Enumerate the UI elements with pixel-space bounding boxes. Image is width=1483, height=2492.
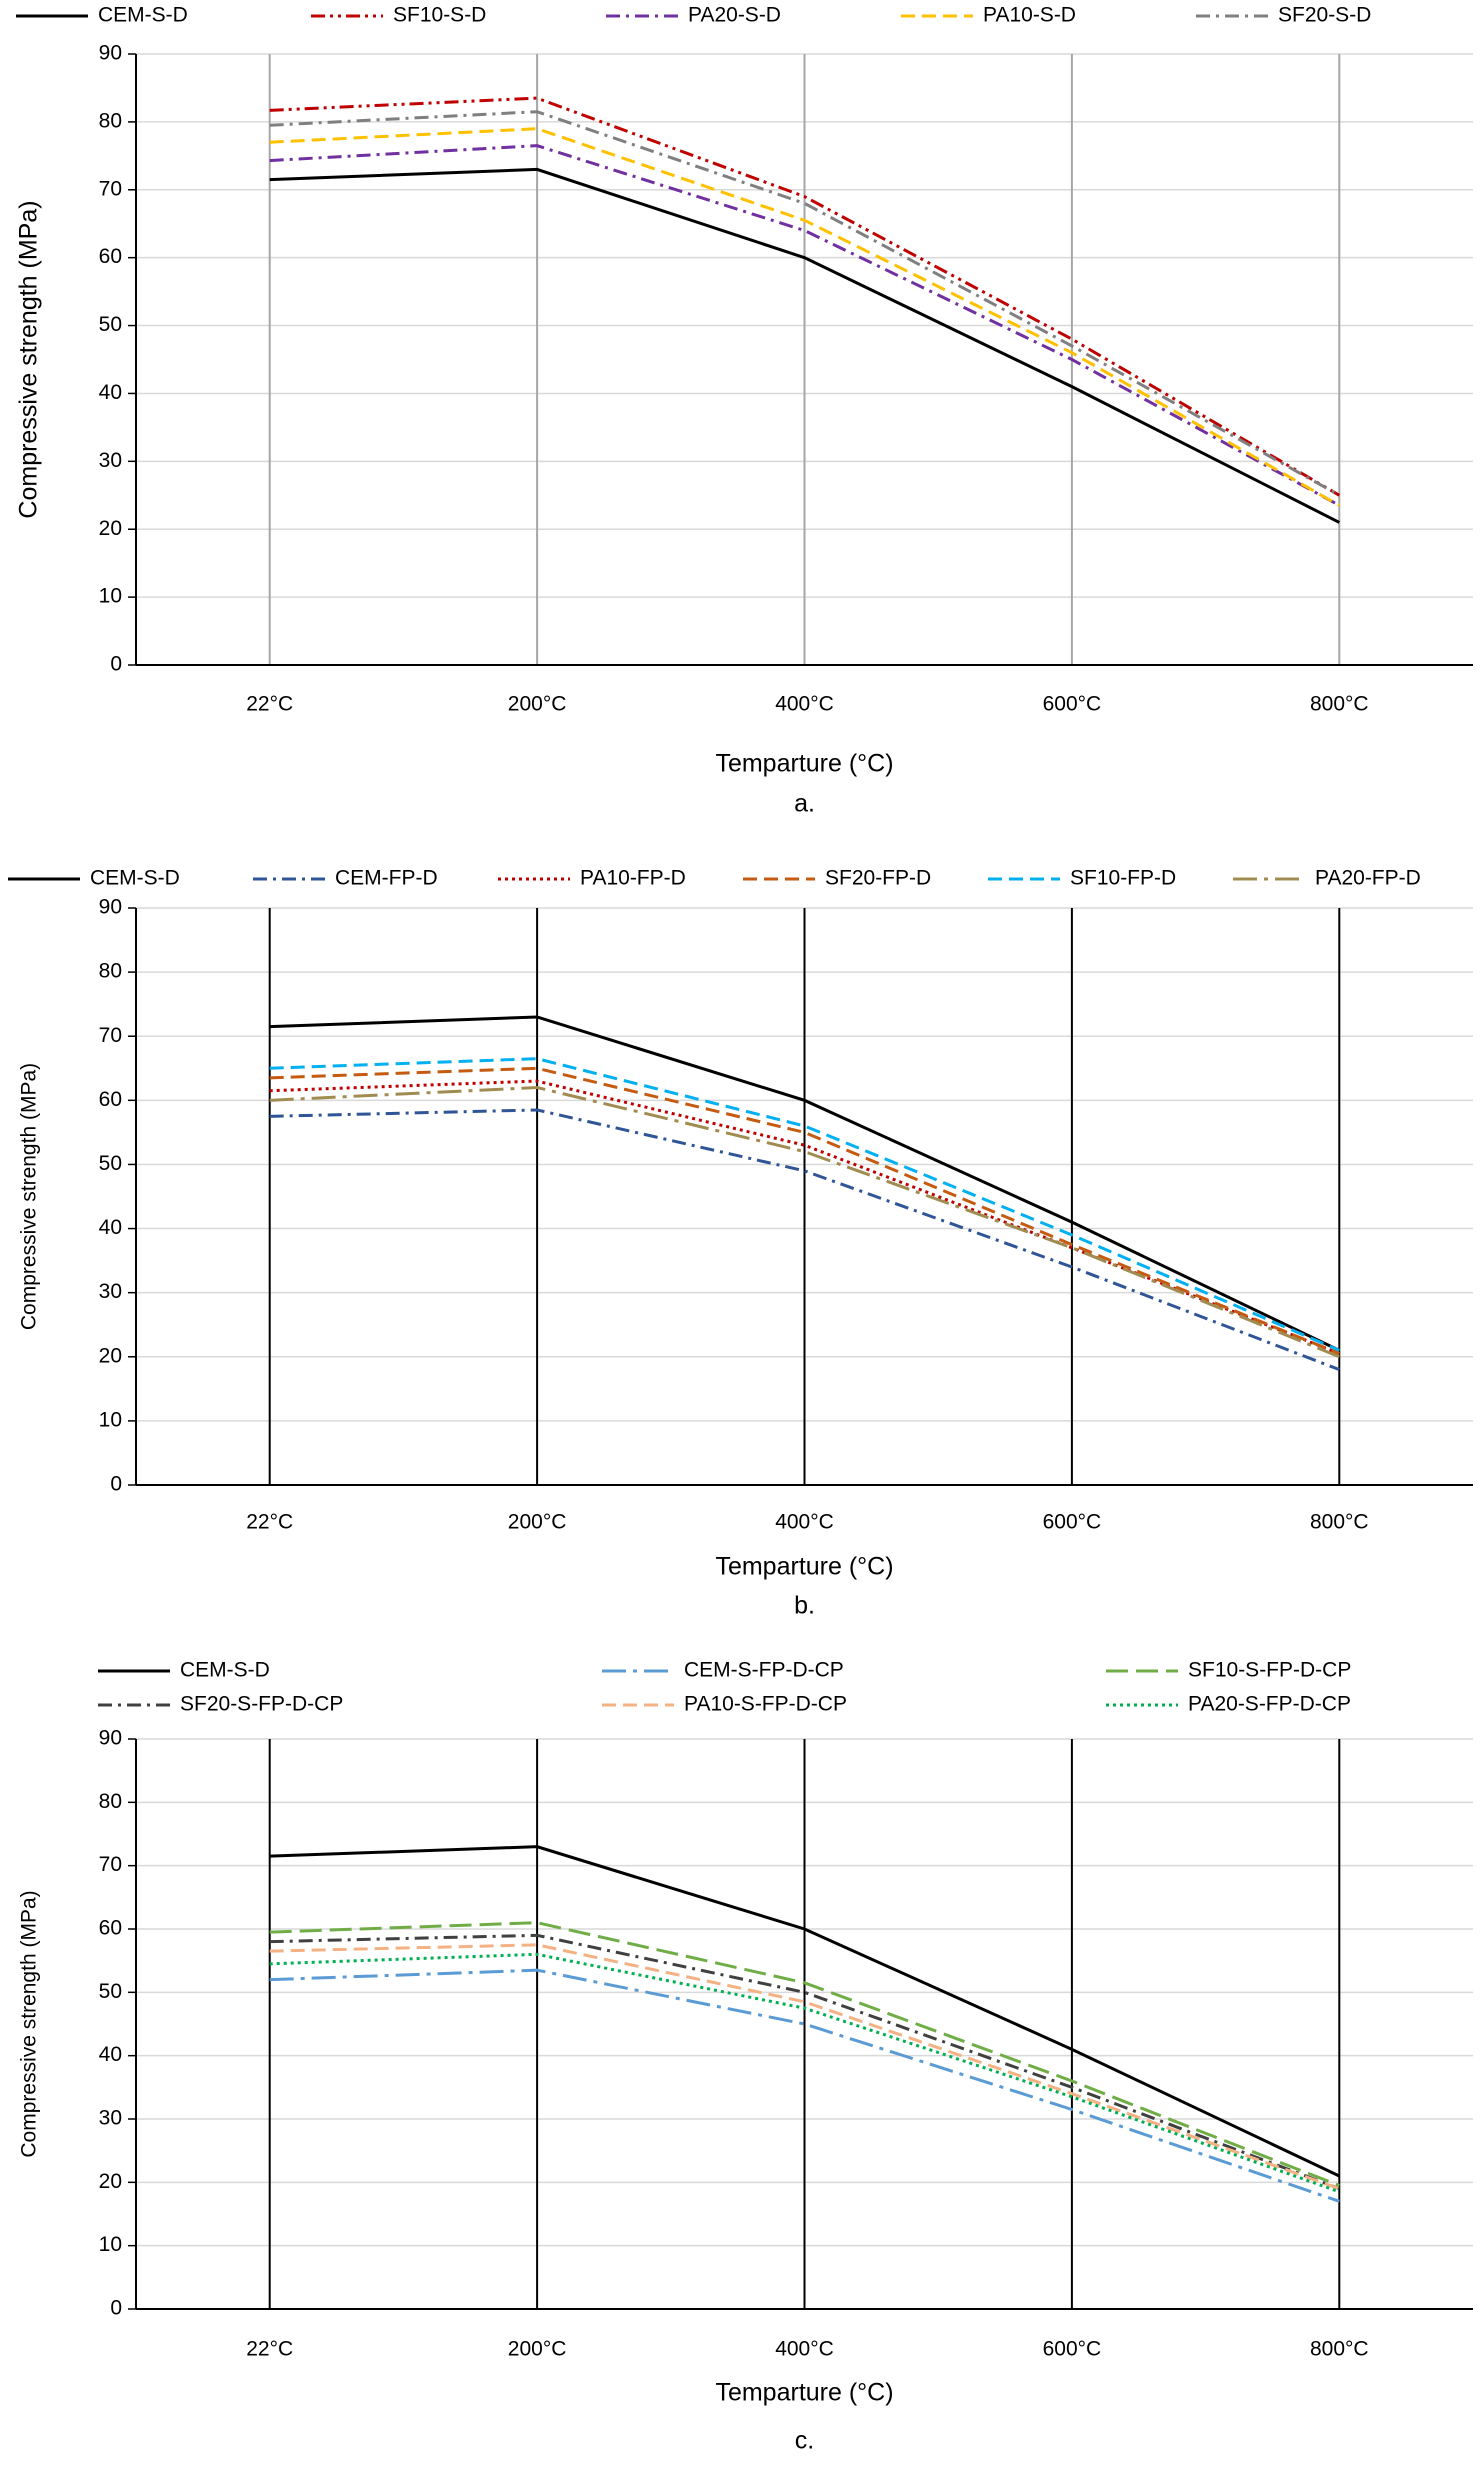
series-line [269, 1921, 1340, 2187]
y-tick-label: 30 [99, 2107, 122, 2130]
legend-label: SF20-S-D [1278, 4, 1371, 27]
y-tick-label: 10 [99, 1408, 122, 1431]
series-line [269, 1015, 1340, 1352]
y-tick-label: 70 [99, 1853, 122, 1876]
y-tick-label: 50 [99, 313, 122, 336]
legend-label: CEM-S-D [98, 4, 188, 27]
x-tick-label: 22°C [246, 1511, 293, 1534]
y-tick-label: 90 [99, 896, 122, 919]
x-tick-label: 400°C [775, 1511, 834, 1534]
x-axis-title: Temparture (°C) [715, 1553, 893, 1581]
legend-label: SF10-S-D [393, 4, 486, 27]
series-line [269, 1108, 1340, 1372]
legend-label: SF20-S-FP-D-CP [180, 1693, 343, 1716]
series-line [269, 1086, 1340, 1359]
legend-label: PA20-S-FP-D-CP [1188, 1693, 1351, 1716]
y-tick-label: 10 [99, 585, 122, 608]
y-tick-label: 30 [99, 1280, 122, 1303]
series-line [269, 1066, 1340, 1355]
x-tick-label: 600°C [1043, 693, 1102, 716]
y-axis-title: Compressive strength (MPa) [18, 1890, 41, 2157]
chart: 0 10 20 30 40 50 60 70 80 90 22°C 200°C 400°C 600°C 80… [18, 1659, 1473, 2455]
legend-label: CEM-FP-D [335, 867, 438, 890]
y-tick-label: 60 [99, 1917, 122, 1940]
x-axis-title: Temparture (°C) [715, 2379, 893, 2407]
x-tick-label: 800°C [1310, 693, 1369, 716]
y-tick-label: 80 [99, 960, 122, 983]
x-tick-label: 600°C [1043, 2338, 1102, 2361]
y-tick-label: 20 [99, 1344, 122, 1367]
y-tick-label: 60 [99, 1088, 122, 1111]
caption: a. [794, 790, 815, 818]
series-line [269, 127, 1341, 507]
legend-label: PA10-S-FP-D-CP [684, 1693, 847, 1716]
legend-label: SF20-FP-D [825, 867, 931, 890]
x-tick-label: 600°C [1043, 1511, 1102, 1534]
series-line [269, 1943, 1340, 2191]
x-axis-title: Temparture (°C) [715, 750, 893, 778]
y-tick-label: 30 [99, 449, 122, 472]
y-tick-label: 10 [99, 2233, 122, 2256]
series-line [269, 1952, 1340, 2194]
y-tick-label: 40 [99, 1216, 122, 1239]
legend-label: CEM-S-FP-D-CP [684, 1659, 844, 1682]
y-tick-label: 50 [99, 1980, 122, 2003]
chart: 0 10 20 30 40 50 60 70 80 90 22°C 200°C 400°C 600°C 80… [8, 867, 1473, 1620]
y-tick-label: 20 [99, 2170, 122, 2193]
caption: c. [795, 2427, 814, 2455]
y-tick-label: 40 [99, 2043, 122, 2066]
series-line [269, 1845, 1340, 2178]
series-line [269, 96, 1341, 497]
legend-label: PA20-FP-D [1315, 867, 1421, 890]
legend-label: CEM-S-D [90, 867, 180, 890]
legend-label: PA20-S-D [688, 4, 781, 27]
y-tick-label: 70 [99, 177, 122, 200]
caption: b. [794, 1592, 815, 1620]
y-tick-label: 50 [99, 1152, 122, 1175]
series-line [269, 1079, 1340, 1355]
y-tick-label: 0 [110, 1473, 122, 1496]
legend-label: PA10-FP-D [580, 867, 686, 890]
y-tick-label: 40 [99, 381, 122, 404]
y-tick-label: 80 [99, 1790, 122, 1813]
y-tick-label: 80 [99, 109, 122, 132]
legend-label: PA10-S-D [983, 4, 1076, 27]
series-line [269, 144, 1341, 507]
x-tick-label: 400°C [775, 2338, 834, 2361]
x-tick-label: 22°C [246, 693, 293, 716]
series-line [269, 1968, 1340, 2203]
y-axis-title: Compressive strength (MPa) [18, 1063, 41, 1330]
y-tick-label: 0 [110, 653, 122, 676]
series-line [269, 167, 1340, 524]
y-tick-label: 20 [99, 517, 122, 540]
y-tick-label: 60 [99, 245, 122, 268]
y-tick-label: 90 [99, 1727, 122, 1750]
x-tick-label: 200°C [508, 1511, 567, 1534]
series-line [269, 110, 1341, 497]
x-tick-label: 22°C [246, 2338, 293, 2361]
series-line [269, 1057, 1340, 1352]
y-tick-label: 70 [99, 1024, 122, 1047]
legend-label: SF10-S-FP-D-CP [1188, 1659, 1351, 1682]
x-tick-label: 800°C [1310, 2338, 1369, 2361]
y-axis-title: Compressive strength (MPa) [15, 200, 43, 518]
x-tick-label: 200°C [508, 2338, 567, 2361]
x-tick-label: 200°C [508, 693, 567, 716]
y-tick-label: 0 [110, 2297, 122, 2320]
legend-label: SF10-FP-D [1070, 867, 1176, 890]
x-tick-label: 800°C [1310, 1511, 1369, 1534]
series-line [269, 1933, 1340, 2191]
x-tick-label: 400°C [775, 693, 834, 716]
y-tick-label: 90 [99, 42, 122, 65]
chart: 0 10 20 30 40 50 60 70 80 90 22°C 200°C 400°C 600°C 80… [15, 4, 1473, 818]
legend-label: CEM-S-D [180, 1659, 270, 1682]
